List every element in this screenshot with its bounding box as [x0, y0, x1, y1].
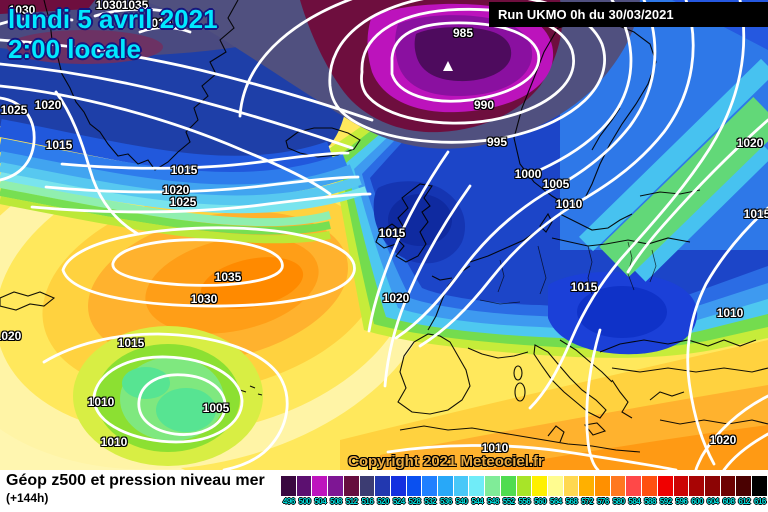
legend-value: 544	[471, 497, 484, 506]
legend-value: 576	[596, 497, 609, 506]
legend-swatch	[752, 476, 767, 496]
legend-value: 540	[455, 497, 468, 506]
legend-value: 596	[675, 497, 688, 506]
legend-value: 512	[345, 497, 358, 506]
date-block: lundi 5 avril 2021 2:00 locale	[8, 4, 218, 64]
legend-swatch	[516, 476, 532, 496]
run-info-text: Run UKMO 0h du 30/03/2021	[498, 7, 674, 22]
legend-swatch	[438, 476, 453, 496]
legend-value: 500	[298, 497, 311, 506]
legend-swatch	[375, 476, 390, 496]
footer-bar: Géop z500 et pression niveau mer (+144h)…	[0, 470, 768, 512]
map-title: Géop z500 et pression niveau mer	[6, 472, 265, 489]
map-svg	[0, 0, 768, 470]
legend-value: 536	[439, 497, 452, 506]
legend-value: 608	[722, 497, 735, 506]
legend-value: 516	[361, 497, 374, 506]
legend-swatch	[532, 476, 547, 496]
legend-value: 616	[754, 497, 766, 506]
legend-swatch	[595, 476, 610, 496]
legend-swatch	[343, 476, 359, 496]
isobar-contours-group	[0, 0, 768, 470]
legend-swatch	[359, 476, 375, 496]
legend-value: 520	[377, 497, 389, 506]
legend-swatch	[500, 476, 516, 496]
legend-value: 508	[330, 497, 342, 506]
legend-value: 524	[392, 497, 405, 506]
legend-value: 528	[408, 497, 421, 506]
legend-swatch	[453, 476, 469, 496]
legend-value: 556	[518, 497, 531, 506]
legend-swatch	[689, 476, 704, 496]
legend-swatch	[422, 476, 438, 496]
legend-swatch	[563, 476, 579, 496]
legend-swatch	[547, 476, 563, 496]
legend-value: 560	[534, 497, 547, 506]
legend-swatch	[406, 476, 422, 496]
legend-value: 592	[659, 497, 672, 506]
legend-value: 504	[314, 497, 327, 506]
weather-map	[0, 0, 768, 470]
legend-swatch	[720, 476, 736, 496]
copyright-text: Copyright 2021 Meteociel.fr	[348, 453, 544, 470]
legend-value: 564	[549, 497, 562, 506]
legend-swatch	[296, 476, 312, 496]
legend-swatch	[390, 476, 406, 496]
legend-value: 568	[565, 497, 578, 506]
legend-value: 604	[706, 497, 719, 506]
legend-swatch	[626, 476, 642, 496]
color-scale-legend: 496 500 504 508 512 516 520 524 528 532 536 540 544 5…	[281, 476, 768, 510]
legend-swatch	[328, 476, 343, 496]
low-min-marker	[443, 61, 453, 71]
run-info-box: Run UKMO 0h du 30/03/2021	[489, 2, 768, 27]
local-time-text: 2:00 locale	[8, 34, 141, 64]
legend-swatch	[736, 476, 752, 496]
legend-value: 584	[628, 497, 641, 506]
legend-swatch	[579, 476, 595, 496]
legend-value: 532	[424, 497, 437, 506]
legend-value: 572	[581, 497, 594, 506]
legend-swatch	[642, 476, 657, 496]
legend-value: 552	[502, 497, 515, 506]
legend-value: 600	[691, 497, 704, 506]
date-text: lundi 5 avril 2021	[8, 4, 218, 34]
legend-swatch	[469, 476, 485, 496]
legend-swatch	[281, 476, 296, 496]
legend-swatch	[485, 476, 500, 496]
legend-value: 612	[738, 497, 751, 506]
legend-swatch-row	[281, 476, 768, 496]
legend-swatch	[312, 476, 328, 496]
legend-swatch	[704, 476, 720, 496]
legend-value: 580	[612, 497, 625, 506]
legend-swatch	[610, 476, 626, 496]
legend-swatch	[673, 476, 689, 496]
legend-swatch	[657, 476, 673, 496]
legend-value: 548	[487, 497, 499, 506]
legend-label-row: 496 500 504 508 512 516 520 524 528 532 536 540 544 5…	[281, 496, 768, 508]
lead-time: (+144h)	[6, 491, 49, 505]
legend-value: 588	[644, 497, 656, 506]
legend-value: 496	[282, 497, 295, 506]
